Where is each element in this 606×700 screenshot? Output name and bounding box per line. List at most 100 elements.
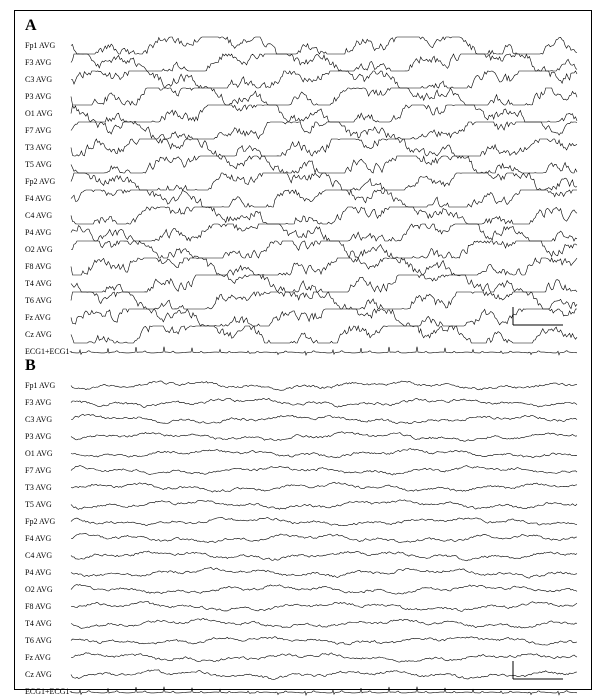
channel-label: T6 AVG (25, 632, 52, 649)
channel-row: T3 AVG (25, 139, 583, 156)
channel-label: T3 AVG (25, 139, 52, 156)
channel-trace (71, 292, 577, 309)
channel-row: T5 AVG (25, 156, 583, 173)
channel-trace (71, 564, 577, 581)
channel-trace (71, 122, 577, 139)
panel-b-label: B (25, 357, 36, 375)
channel-row: Cz AVG (25, 666, 583, 683)
channel-trace (71, 445, 577, 462)
channel-row: O1 AVG (25, 445, 583, 462)
channel-trace (71, 156, 577, 173)
channel-label: ECG1+ECG1- (25, 683, 72, 700)
channel-label: T6 AVG (25, 292, 52, 309)
channel-trace (71, 479, 577, 496)
channel-label: O2 AVG (25, 241, 53, 258)
channel-row: T4 AVG (25, 275, 583, 292)
channel-row: T6 AVG (25, 292, 583, 309)
channel-trace (71, 71, 577, 88)
channel-label: F4 AVG (25, 190, 51, 207)
channel-label: T5 AVG (25, 496, 52, 513)
panel-a: A Fp1 AVGF3 AVGC3 AVGP3 AVGO1 AVGF7 AVGT… (25, 17, 583, 347)
channel-trace (71, 411, 577, 428)
channel-label: P3 AVG (25, 428, 51, 445)
channel-trace (71, 105, 577, 122)
channel-trace (71, 258, 577, 275)
channel-label: T4 AVG (25, 615, 52, 632)
channel-label: T5 AVG (25, 156, 52, 173)
channel-label: P3 AVG (25, 88, 51, 105)
channel-row: T6 AVG (25, 632, 583, 649)
channel-row: Fp1 AVG (25, 377, 583, 394)
channel-label: F8 AVG (25, 598, 51, 615)
channel-label: F3 AVG (25, 394, 51, 411)
channel-trace (71, 530, 577, 547)
channel-row: Fp1 AVG (25, 37, 583, 54)
channel-label: Fp1 AVG (25, 377, 55, 394)
channel-row: F4 AVG (25, 530, 583, 547)
channel-label: P4 AVG (25, 564, 51, 581)
channel-trace (71, 173, 577, 190)
channel-label: Fz AVG (25, 309, 51, 326)
channel-trace (71, 377, 577, 394)
channel-label: F4 AVG (25, 530, 51, 547)
channel-trace (71, 513, 577, 530)
channel-row: C4 AVG (25, 547, 583, 564)
channel-trace (71, 224, 577, 241)
channel-trace (71, 139, 577, 156)
channel-trace (71, 37, 577, 54)
channel-row: C3 AVG (25, 411, 583, 428)
channel-label: F7 AVG (25, 462, 51, 479)
channel-row: O1 AVG (25, 105, 583, 122)
channel-label: Cz AVG (25, 666, 52, 683)
panel-a-label: A (25, 17, 37, 35)
channel-row: F4 AVG (25, 190, 583, 207)
channel-trace (71, 649, 577, 666)
channel-row: ECG1+ECG1- (25, 683, 583, 700)
channel-trace (71, 326, 577, 343)
channel-trace (71, 309, 577, 326)
channel-row: F7 AVG (25, 122, 583, 139)
channel-row: T4 AVG (25, 615, 583, 632)
channel-row: C3 AVG (25, 71, 583, 88)
panel-a-scale-bar (511, 305, 571, 327)
channel-trace (71, 88, 577, 105)
channel-label: T3 AVG (25, 479, 52, 496)
channel-trace (71, 428, 577, 445)
channel-trace (71, 598, 577, 615)
channel-row: T5 AVG (25, 496, 583, 513)
channel-trace (71, 547, 577, 564)
channel-row: Fp2 AVG (25, 173, 583, 190)
channel-row: Fz AVG (25, 309, 583, 326)
channel-row: F8 AVG (25, 598, 583, 615)
channel-trace (71, 190, 577, 207)
channel-trace (71, 394, 577, 411)
channel-row: T3 AVG (25, 479, 583, 496)
channel-label: Fz AVG (25, 649, 51, 666)
channel-label: C3 AVG (25, 411, 52, 428)
figure-frame: A Fp1 AVGF3 AVGC3 AVGP3 AVGO1 AVGF7 AVGT… (14, 10, 592, 690)
channel-trace (71, 496, 577, 513)
channel-label: C3 AVG (25, 71, 52, 88)
channel-trace (71, 666, 577, 683)
channel-row: P4 AVG (25, 564, 583, 581)
channel-label: F7 AVG (25, 122, 51, 139)
panel-b: B Fp1 AVGF3 AVGC3 AVGP3 AVGO1 AVGF7 AVGT… (25, 357, 583, 683)
channel-label: O1 AVG (25, 105, 53, 122)
channel-trace (71, 462, 577, 479)
channel-row: P3 AVG (25, 428, 583, 445)
channel-row: F8 AVG (25, 258, 583, 275)
channel-label: F8 AVG (25, 258, 51, 275)
channel-label: Fp1 AVG (25, 37, 55, 54)
channel-row: O2 AVG (25, 241, 583, 258)
channel-row: P4 AVG (25, 224, 583, 241)
channel-trace (71, 275, 577, 292)
channel-trace (71, 615, 577, 632)
panel-b-scale-bar (511, 659, 571, 681)
channel-trace (71, 581, 577, 598)
channel-label: F3 AVG (25, 54, 51, 71)
channel-row: Fp2 AVG (25, 513, 583, 530)
channel-row: F3 AVG (25, 394, 583, 411)
channel-row: C4 AVG (25, 207, 583, 224)
channel-row: P3 AVG (25, 88, 583, 105)
channel-trace (71, 207, 577, 224)
